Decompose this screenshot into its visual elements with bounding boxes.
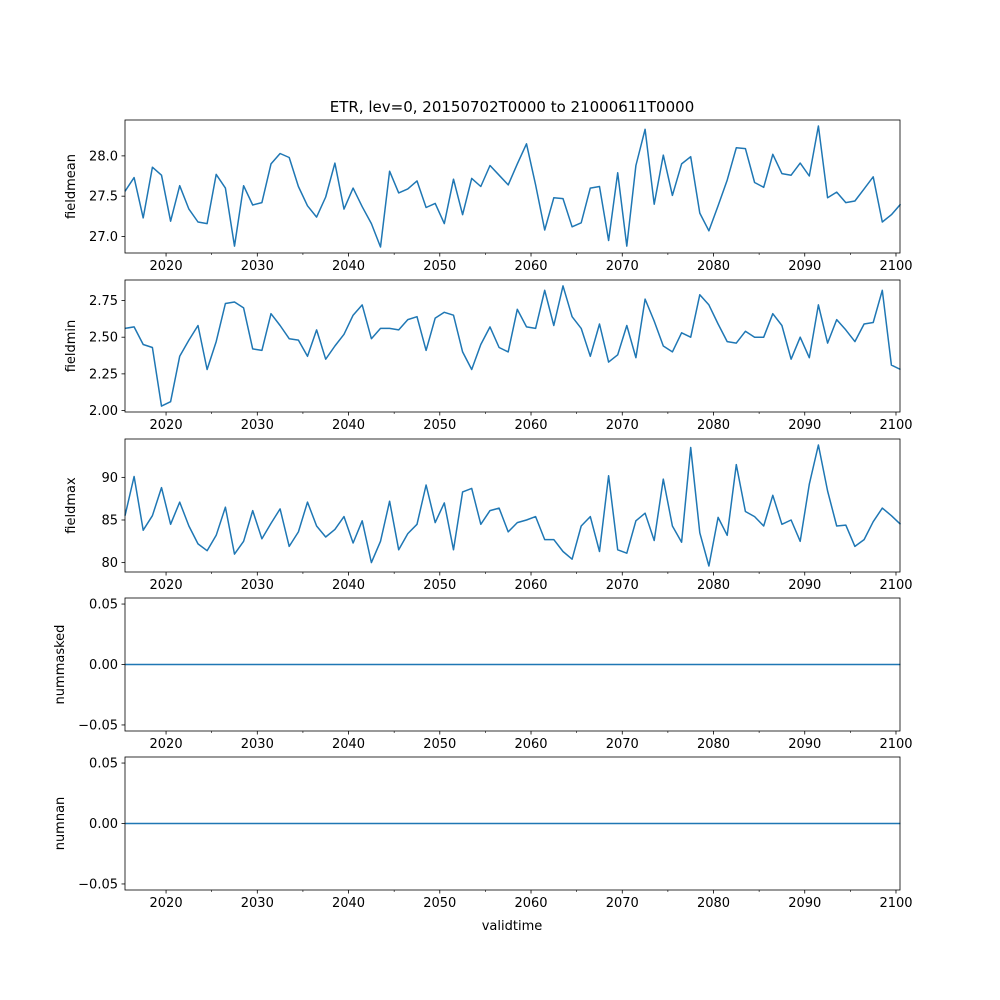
- y-tick-label: 80: [101, 556, 118, 571]
- x-tick-label: 2070: [606, 896, 639, 911]
- x-tick-label: 2020: [150, 896, 183, 911]
- y-tick-label: 27.5: [89, 190, 118, 205]
- x-axis-label: validtime: [482, 919, 543, 934]
- subplot-fieldmax: 80 85 90 2020 2030 2040 2050 2060 2070 2080 2090 21…: [64, 438, 913, 593]
- x-tick-label: 2100: [879, 418, 912, 433]
- subplot-fieldmean: 27.0 27.5 28.0 2020 2030 2040 2050 2060 2070 2080…: [64, 119, 913, 274]
- x-tick-label: 2060: [514, 578, 547, 593]
- x-tick-label: 2030: [241, 896, 274, 911]
- fieldmax-series-line: [124, 444, 902, 567]
- y-tick-label: 2.75: [89, 294, 118, 309]
- y-tick-label: 0.00: [89, 817, 118, 832]
- axes-frame: [124, 119, 901, 254]
- subplot-nummasked: −0.05 0.00 0.05 2020 2030 2040 2050 2060 2070 208…: [53, 598, 913, 752]
- y-axis-label: fieldmin: [64, 320, 79, 373]
- x-tick-label: 2050: [423, 737, 456, 752]
- x-tick-label: 2080: [697, 578, 730, 593]
- x-tick-label: 2080: [697, 896, 730, 911]
- y-tick-label: −0.05: [78, 877, 118, 892]
- x-tick-label: 2090: [788, 418, 821, 433]
- x-tick-label: 2080: [697, 737, 730, 752]
- x-tick-label: 2080: [697, 418, 730, 433]
- y-tick-label: 90: [101, 471, 118, 486]
- y-tick-label: 2.25: [89, 367, 118, 382]
- y-tick-label: 0.05: [89, 757, 118, 772]
- x-tick-label: 2030: [241, 418, 274, 433]
- axes-frame: [124, 279, 901, 413]
- subplot-numnan: −0.05 0.00 0.05 2020 2030 2040 2050 2060 2070 208…: [53, 757, 913, 911]
- x-tick-label: 2060: [514, 259, 547, 274]
- x-tick-label: 2040: [332, 259, 365, 274]
- y-axis-label: fieldmax: [64, 477, 79, 534]
- x-tick-label: 2050: [423, 259, 456, 274]
- y-tick-label: 2.50: [89, 331, 118, 346]
- x-tick-label: 2050: [423, 418, 456, 433]
- x-tick-label: 2030: [241, 259, 274, 274]
- y-axis-label: nummasked: [53, 625, 68, 705]
- x-tick-label: 2090: [788, 578, 821, 593]
- x-tick-label: 2040: [332, 418, 365, 433]
- x-tick-label: 2070: [606, 418, 639, 433]
- x-tick-label: 2070: [606, 737, 639, 752]
- y-axis-label: numnan: [53, 797, 68, 851]
- y-tick-label: −0.05: [78, 718, 118, 733]
- x-tick-label: 2050: [423, 578, 456, 593]
- x-tick-label: 2040: [332, 896, 365, 911]
- fieldmean-series-line: [124, 125, 902, 248]
- x-tick-label: 2030: [241, 737, 274, 752]
- x-tick-label: 2070: [606, 259, 639, 274]
- panels: 27.0 27.5 28.0 2020 2030 2040 2050 2060 2070 2080…: [53, 119, 913, 911]
- x-tick-label: 2100: [879, 896, 912, 911]
- x-tick-label: 2020: [150, 578, 183, 593]
- y-tick-label: 0.05: [89, 598, 118, 613]
- x-tick-label: 2040: [332, 578, 365, 593]
- x-tick-label: 2020: [150, 737, 183, 752]
- y-tick-label: 0.00: [89, 658, 118, 673]
- y-tick-label: 2.00: [89, 404, 118, 419]
- x-tick-label: 2050: [423, 896, 456, 911]
- y-tick-label: 85: [101, 513, 118, 528]
- chart-title: ETR, lev=0, 20150702T0000 to 21000611T00…: [330, 98, 694, 116]
- x-tick-label: 2060: [514, 737, 547, 752]
- y-tick-label: 27.0: [89, 230, 118, 245]
- y-axis-label: fieldmean: [64, 154, 79, 219]
- x-tick-label: 2100: [879, 737, 912, 752]
- x-tick-label: 2020: [150, 418, 183, 433]
- x-tick-label: 2080: [697, 259, 730, 274]
- x-tick-label: 2040: [332, 737, 365, 752]
- fieldmin-series-line: [124, 285, 901, 407]
- x-tick-label: 2060: [514, 896, 547, 911]
- axes-frame: [124, 438, 901, 573]
- x-tick-label: 2100: [879, 578, 912, 593]
- x-tick-label: 2070: [606, 578, 639, 593]
- x-tick-label: 2030: [241, 578, 274, 593]
- x-tick-label: 2090: [788, 259, 821, 274]
- x-tick-label: 2100: [879, 259, 912, 274]
- y-tick-label: 28.0: [89, 149, 118, 164]
- subplot-fieldmin: 2.00 2.25 2.50 2.75 2020 2030 2040 2050 2060 2070…: [64, 279, 913, 433]
- x-tick-label: 2060: [514, 418, 547, 433]
- x-tick-label: 2090: [788, 737, 821, 752]
- x-tick-label: 2020: [150, 259, 183, 274]
- x-tick-label: 2090: [788, 896, 821, 911]
